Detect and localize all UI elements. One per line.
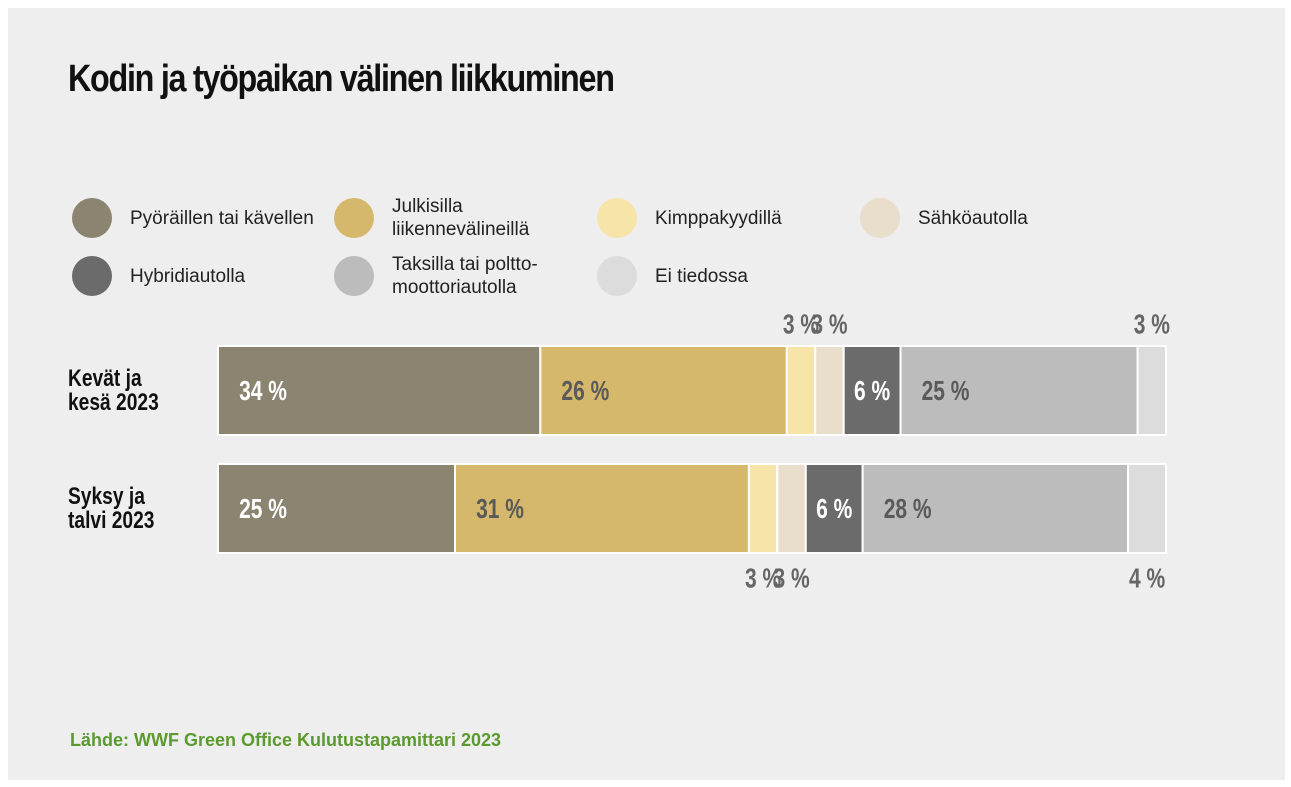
bar-segment xyxy=(1136,345,1168,436)
bar-segment xyxy=(217,463,456,554)
legend-swatch xyxy=(334,198,374,238)
legend-label: Ei tiedossa xyxy=(655,265,748,287)
bar-segment xyxy=(776,463,807,554)
category-label: Kevät ja kesä 2023 xyxy=(68,364,159,416)
data-label: 25 % xyxy=(239,494,287,525)
legend-swatch xyxy=(860,198,900,238)
data-label: 6 % xyxy=(816,494,852,525)
data-label: 4 % xyxy=(1129,564,1165,595)
data-label: 6 % xyxy=(854,376,890,407)
bar-segment xyxy=(217,345,542,436)
data-label: 25 % xyxy=(922,376,970,407)
legend-label: Sähköautolla xyxy=(918,207,1028,229)
bar-segment xyxy=(814,345,845,436)
legend-swatch xyxy=(334,256,374,296)
legend-swatch xyxy=(597,198,637,238)
bar-segment xyxy=(1127,463,1167,554)
bar-segment xyxy=(842,345,902,436)
data-label: 3 % xyxy=(811,310,847,341)
bar-segment xyxy=(899,345,1139,436)
bar-segment xyxy=(454,463,750,554)
legend-swatch xyxy=(597,256,637,296)
data-label: 34 % xyxy=(239,376,287,407)
source: Lähde: WWF Green Office Kulutustapamitta… xyxy=(70,730,502,750)
legend-swatch xyxy=(72,198,112,238)
legend-swatch xyxy=(72,256,112,296)
bar-segment xyxy=(747,463,779,554)
data-label: 28 % xyxy=(884,494,932,525)
bar-segment xyxy=(804,463,864,554)
data-label: 26 % xyxy=(561,376,609,407)
data-label: 3 % xyxy=(783,310,819,341)
data-label: 3 % xyxy=(745,564,781,595)
data-label: 3 % xyxy=(773,564,809,595)
chart-title: Kodin ja työpaikan välinen liikkuminen xyxy=(68,58,615,100)
data-label: 3 % xyxy=(1134,310,1170,341)
legend-label: Pyöräillen tai kävellen xyxy=(130,207,314,229)
legend-label: Julkisilla liikennevälineillä xyxy=(392,196,530,240)
legend-label: Taksilla tai poltto-moottoriautolla xyxy=(392,254,538,298)
legend-label: Kimppakyydillä xyxy=(655,207,782,229)
data-label: 31 % xyxy=(476,494,524,525)
category-label: Syksy ja talvi 2023 xyxy=(68,482,155,534)
bar-segment xyxy=(785,345,817,436)
legend-label: Hybridiautolla xyxy=(130,265,246,287)
